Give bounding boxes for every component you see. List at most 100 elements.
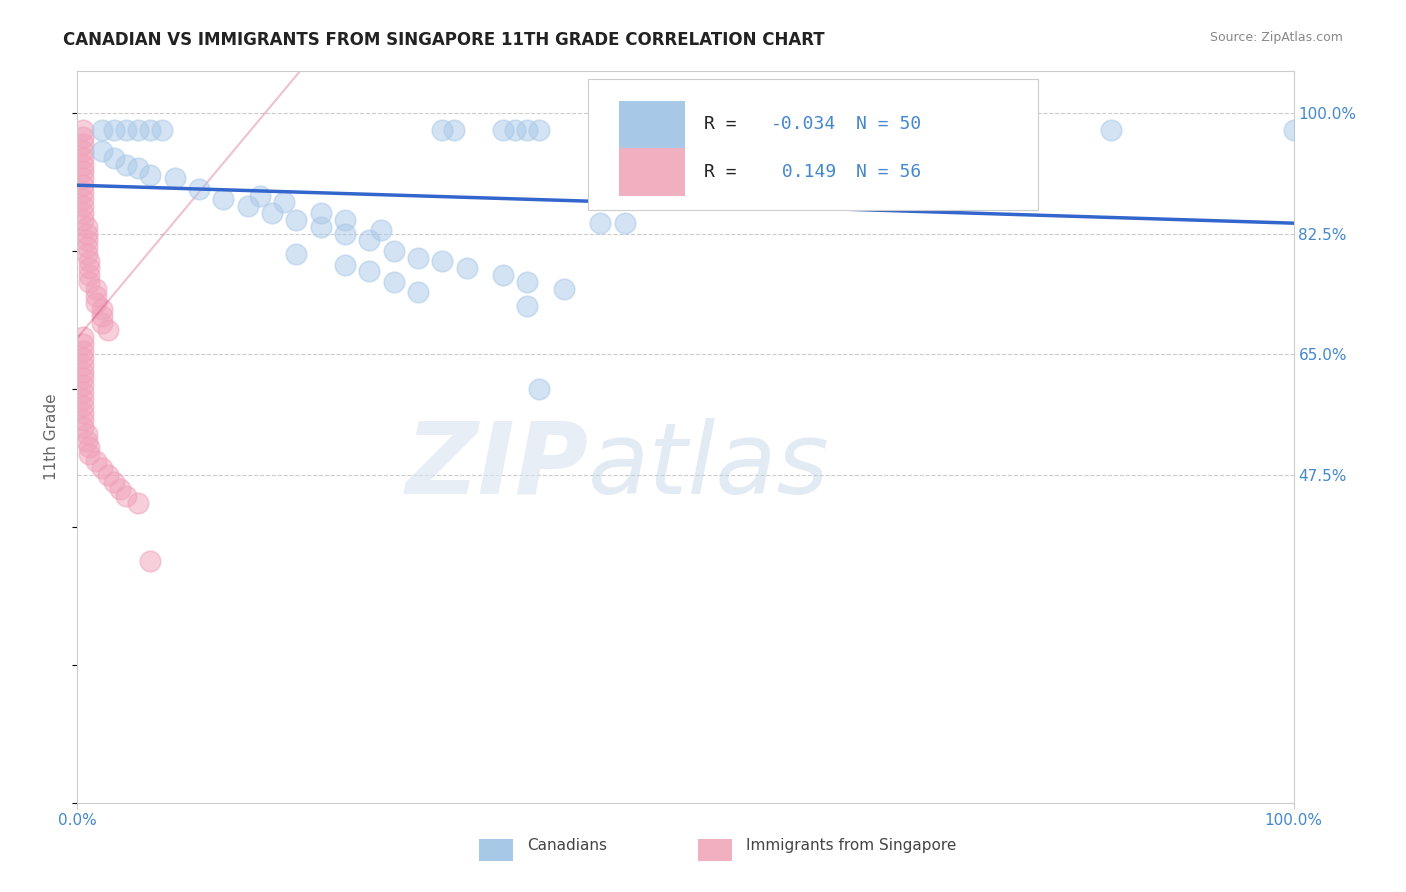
- Text: CANADIAN VS IMMIGRANTS FROM SINGAPORE 11TH GRADE CORRELATION CHART: CANADIAN VS IMMIGRANTS FROM SINGAPORE 11…: [63, 31, 825, 49]
- Point: [260, 206, 283, 220]
- Point: [84, 282, 107, 296]
- Point: [90, 123, 112, 137]
- Bar: [619, 101, 686, 148]
- Point: [115, 123, 138, 137]
- Point: [430, 254, 453, 268]
- Point: [79, 447, 101, 461]
- Point: [273, 195, 295, 210]
- Point: [76, 240, 98, 254]
- Point: [72, 123, 94, 137]
- Point: [139, 123, 162, 137]
- Point: [529, 123, 551, 137]
- Point: [1282, 123, 1305, 137]
- Point: [72, 385, 94, 400]
- Point: [492, 123, 515, 137]
- Text: 0.149: 0.149: [770, 162, 835, 180]
- Point: [76, 434, 98, 448]
- Point: [516, 275, 538, 289]
- Point: [285, 212, 308, 227]
- Point: [333, 212, 356, 227]
- Point: [76, 426, 98, 441]
- Point: [72, 337, 94, 351]
- Point: [309, 206, 332, 220]
- Text: -0.034: -0.034: [770, 115, 835, 133]
- Point: [163, 171, 186, 186]
- Point: [72, 371, 94, 385]
- Point: [1099, 123, 1122, 137]
- Point: [76, 227, 98, 241]
- Point: [90, 302, 112, 317]
- Point: [430, 123, 453, 137]
- Point: [72, 419, 94, 434]
- Point: [84, 295, 107, 310]
- Point: [333, 227, 356, 241]
- Point: [382, 275, 405, 289]
- Point: [72, 136, 94, 151]
- Text: Source: ZipAtlas.com: Source: ZipAtlas.com: [1209, 31, 1343, 45]
- Bar: [697, 839, 731, 862]
- Point: [127, 495, 149, 509]
- Point: [516, 299, 538, 313]
- Point: [285, 247, 308, 261]
- Point: [72, 151, 94, 165]
- Point: [553, 282, 575, 296]
- Point: [333, 258, 356, 272]
- Point: [406, 285, 429, 300]
- Point: [72, 330, 94, 344]
- Point: [456, 260, 478, 275]
- Point: [72, 171, 94, 186]
- Point: [79, 268, 101, 282]
- Point: [72, 192, 94, 206]
- Point: [76, 247, 98, 261]
- Y-axis label: 11th Grade: 11th Grade: [44, 393, 59, 481]
- Point: [72, 212, 94, 227]
- Point: [90, 461, 112, 475]
- Point: [84, 288, 107, 302]
- Point: [79, 275, 101, 289]
- Text: R =: R =: [703, 115, 747, 133]
- Point: [103, 151, 125, 165]
- Point: [359, 264, 381, 278]
- Point: [79, 254, 101, 268]
- Point: [97, 323, 120, 337]
- Point: [516, 123, 538, 137]
- Point: [382, 244, 405, 258]
- Point: [90, 310, 112, 324]
- Text: atlas: atlas: [588, 417, 830, 515]
- Point: [72, 358, 94, 372]
- Point: [72, 185, 94, 199]
- Text: Immigrants from Singapore: Immigrants from Singapore: [747, 838, 956, 854]
- Text: R =: R =: [703, 162, 747, 180]
- Point: [370, 223, 392, 237]
- Point: [72, 178, 94, 193]
- Point: [72, 413, 94, 427]
- Point: [72, 343, 94, 358]
- Point: [359, 234, 381, 248]
- Point: [90, 316, 112, 330]
- Point: [249, 188, 271, 202]
- Point: [529, 382, 551, 396]
- Point: [152, 123, 174, 137]
- Point: [492, 268, 515, 282]
- Point: [79, 260, 101, 275]
- Point: [309, 219, 332, 234]
- Point: [72, 351, 94, 365]
- Point: [103, 475, 125, 489]
- Point: [72, 164, 94, 178]
- Bar: [619, 148, 686, 195]
- Point: [72, 392, 94, 406]
- Point: [72, 157, 94, 171]
- Point: [108, 482, 131, 496]
- Point: [127, 123, 149, 137]
- Point: [115, 157, 138, 171]
- Text: ZIP: ZIP: [405, 417, 588, 515]
- Point: [127, 161, 149, 175]
- Point: [84, 454, 107, 468]
- Point: [72, 406, 94, 420]
- Point: [236, 199, 259, 213]
- Point: [139, 168, 162, 182]
- Text: N = 50: N = 50: [856, 115, 921, 133]
- Text: Canadians: Canadians: [527, 838, 607, 854]
- Bar: [478, 839, 513, 862]
- Point: [97, 468, 120, 483]
